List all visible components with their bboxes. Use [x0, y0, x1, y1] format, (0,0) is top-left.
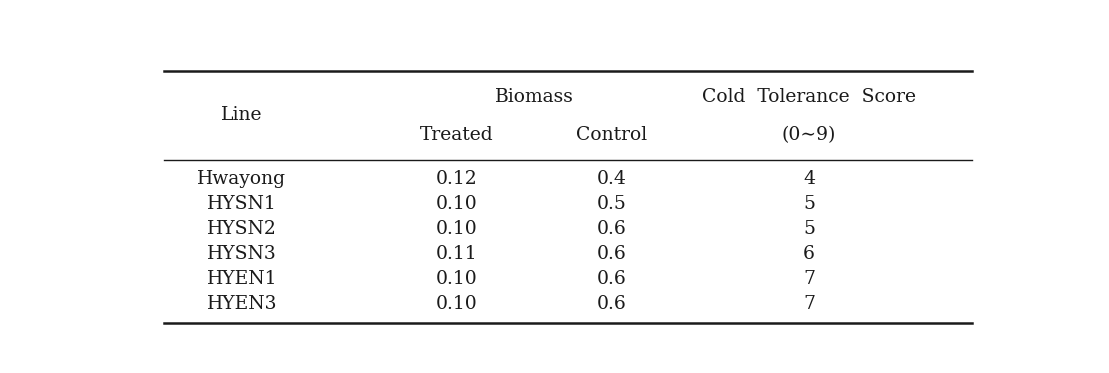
Text: Line: Line	[221, 106, 263, 124]
Text: Cold  Tolerance  Score: Cold Tolerance Score	[702, 88, 916, 106]
Text: 0.10: 0.10	[436, 270, 478, 288]
Text: 0.4: 0.4	[597, 170, 627, 188]
Text: Hwayong: Hwayong	[197, 170, 286, 188]
Text: 0.12: 0.12	[436, 170, 478, 188]
Text: HYSN3: HYSN3	[207, 245, 276, 263]
Text: 0.5: 0.5	[597, 195, 627, 213]
Text: 5: 5	[803, 220, 815, 238]
Text: HYSN2: HYSN2	[206, 220, 277, 238]
Text: 0.6: 0.6	[597, 245, 627, 263]
Text: 0.10: 0.10	[436, 195, 478, 213]
Text: Biomass: Biomass	[495, 88, 573, 106]
Text: 0.6: 0.6	[597, 295, 627, 313]
Text: 7: 7	[803, 295, 815, 313]
Text: 4: 4	[803, 170, 815, 188]
Text: 5: 5	[803, 195, 815, 213]
Text: 0.10: 0.10	[436, 295, 478, 313]
Text: 6: 6	[803, 245, 815, 263]
Text: 0.10: 0.10	[436, 220, 478, 238]
Text: HYSN1: HYSN1	[207, 195, 276, 213]
Text: 0.6: 0.6	[597, 220, 627, 238]
Text: 7: 7	[803, 270, 815, 288]
Text: Control: Control	[576, 126, 647, 144]
Text: 0.11: 0.11	[436, 245, 478, 263]
Text: HYEN3: HYEN3	[206, 295, 277, 313]
Text: (0∼9): (0∼9)	[782, 126, 836, 144]
Text: HYEN1: HYEN1	[206, 270, 277, 288]
Text: Treated: Treated	[420, 126, 494, 144]
Text: 0.6: 0.6	[597, 270, 627, 288]
